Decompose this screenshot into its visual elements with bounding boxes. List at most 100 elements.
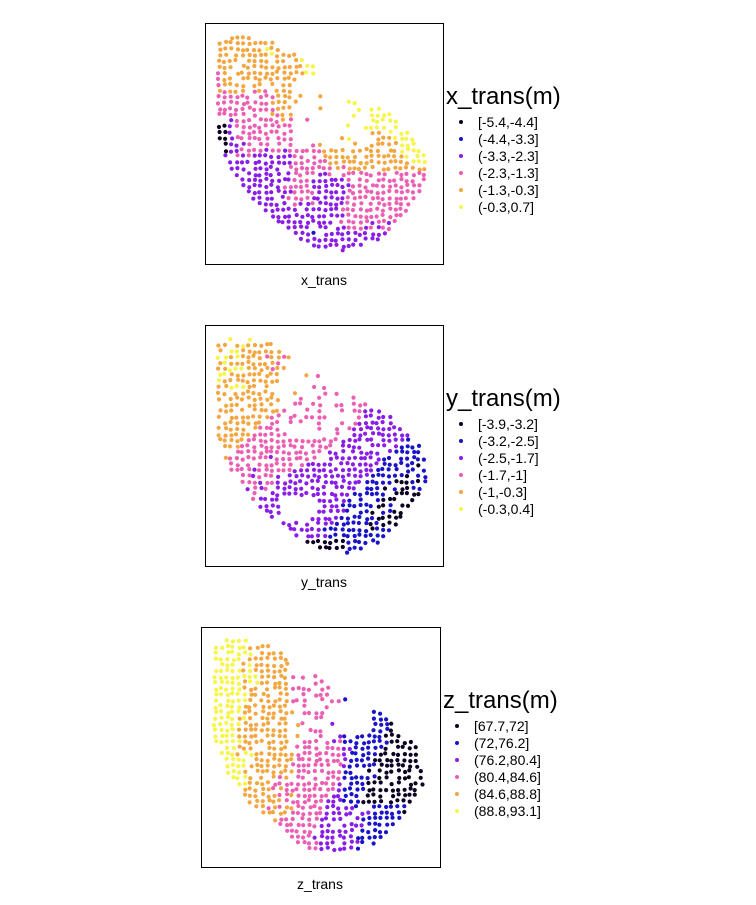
data-point — [257, 48, 262, 53]
data-point — [277, 721, 282, 726]
data-point — [381, 522, 386, 528]
data-point — [257, 159, 262, 164]
data-point — [241, 661, 246, 666]
data-point — [252, 153, 257, 158]
data-point — [318, 757, 323, 762]
data-point — [416, 443, 422, 448]
data-point — [376, 443, 381, 448]
data-point — [264, 167, 269, 172]
data-point — [408, 752, 413, 757]
data-point — [241, 746, 246, 751]
data-point — [372, 780, 377, 785]
data-point — [251, 391, 256, 396]
data-point — [314, 752, 319, 758]
data-point — [313, 799, 319, 804]
data-point — [222, 78, 227, 83]
data-point — [231, 658, 236, 663]
data-point — [278, 811, 283, 816]
data-point — [300, 805, 305, 810]
data-point — [215, 76, 221, 81]
data-point — [368, 426, 374, 431]
data-point — [314, 715, 319, 720]
legend-key — [455, 758, 459, 762]
data-point — [220, 662, 225, 667]
data-point — [269, 154, 274, 159]
data-point — [349, 839, 354, 844]
data-point — [368, 173, 373, 178]
data-point — [417, 167, 422, 172]
data-point — [352, 433, 357, 438]
data-point — [228, 427, 233, 432]
data-point — [399, 154, 404, 159]
data-point — [214, 645, 219, 651]
data-point — [404, 491, 409, 496]
data-point — [277, 669, 282, 674]
data-point — [236, 71, 241, 76]
data-point — [225, 680, 230, 685]
data-point — [307, 822, 312, 828]
data-point — [267, 740, 272, 746]
data-point — [326, 762, 331, 767]
data-point — [310, 485, 315, 490]
data-point — [340, 237, 345, 242]
data-point — [377, 822, 382, 827]
data-point — [384, 740, 389, 745]
data-point — [305, 238, 310, 243]
data-point — [317, 190, 322, 195]
data-point — [288, 185, 293, 190]
data-point — [222, 107, 227, 112]
data-point — [247, 185, 252, 190]
data-point — [276, 445, 281, 450]
data-point — [289, 806, 294, 811]
data-point — [289, 828, 294, 833]
data-point — [223, 455, 228, 460]
data-point — [263, 379, 268, 384]
data-point — [247, 58, 252, 63]
data-point — [301, 686, 306, 692]
data-point — [370, 510, 375, 515]
data-point — [317, 751, 323, 756]
data-point — [416, 492, 421, 497]
data-point — [372, 734, 377, 739]
data-point — [277, 349, 282, 354]
data-point — [280, 117, 285, 122]
data-point — [413, 758, 418, 764]
data-point — [396, 792, 401, 797]
data-point — [235, 343, 240, 348]
data-point — [260, 804, 265, 809]
data-point — [322, 462, 327, 467]
data-point — [270, 421, 275, 426]
data-point — [241, 668, 246, 673]
data-point — [314, 811, 319, 816]
data-point — [296, 685, 301, 691]
data-point — [314, 738, 319, 744]
data-point — [295, 782, 301, 787]
data-point — [218, 668, 223, 674]
data-point — [230, 649, 235, 654]
data-point — [360, 781, 365, 787]
data-point — [219, 750, 224, 756]
data-point — [227, 444, 233, 449]
data-point — [368, 532, 373, 538]
data-point — [263, 432, 268, 437]
data-point — [240, 479, 245, 484]
data-point — [340, 147, 345, 153]
data-point — [351, 427, 357, 432]
data-point — [241, 53, 246, 58]
data-point — [267, 745, 272, 750]
data-point — [323, 154, 328, 159]
data-point — [406, 469, 411, 474]
data-point — [258, 480, 263, 485]
data-point — [266, 644, 271, 649]
data-point — [273, 681, 278, 687]
data-point — [247, 384, 252, 389]
data-point — [352, 491, 357, 496]
data-point — [257, 77, 262, 82]
data-point — [265, 354, 270, 359]
data-point — [258, 141, 263, 147]
data-point — [283, 93, 288, 99]
data-point — [316, 520, 321, 525]
data-point — [265, 655, 270, 661]
data-point — [388, 159, 393, 164]
data-point — [304, 183, 309, 188]
